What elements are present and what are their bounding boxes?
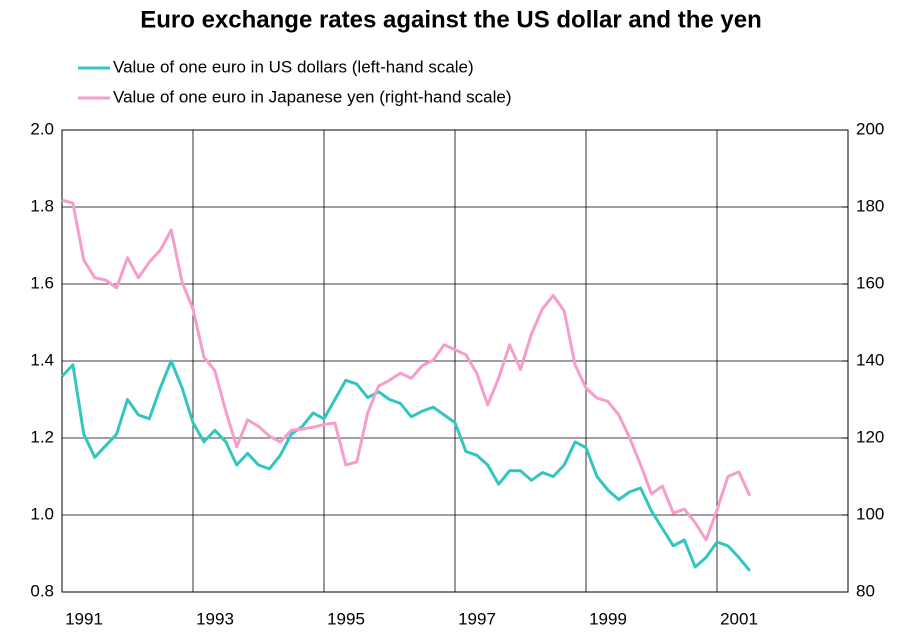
- x-tick-label: 1999: [589, 609, 627, 628]
- y-tick-label: 2.0: [30, 119, 54, 138]
- chart-title: Euro exchange rates against the US dolla…: [140, 6, 762, 33]
- y-tick-label: 1.6: [30, 273, 54, 292]
- series-line: [61, 198, 752, 542]
- x-tick-label: 1993: [196, 609, 234, 628]
- legend-label: Value of one euro in US dollars (left-ha…: [113, 57, 474, 76]
- x-tick-label: 1991: [65, 609, 103, 628]
- x-tick-label: 2001: [720, 609, 758, 628]
- y2-tick-label: 180: [856, 196, 884, 215]
- y2-tick-label: 80: [856, 581, 875, 600]
- y-tick-label: 1.2: [30, 427, 54, 446]
- y2-tick-label: 200: [856, 119, 884, 138]
- x-tick-label: 1995: [327, 609, 365, 628]
- y2-tick-label: 140: [856, 350, 884, 369]
- series-line: [60, 359, 751, 572]
- plot-frame: [61, 129, 849, 593]
- y-tick-label: 1.8: [30, 196, 54, 215]
- y-tick-label: 1.0: [30, 504, 54, 523]
- x-tick-label: 1997: [458, 609, 496, 628]
- y-tick-label: 1.4: [30, 350, 54, 369]
- y2-tick-label: 120: [856, 427, 884, 446]
- y2-tick-label: 160: [856, 273, 884, 292]
- y2-tick-label: 100: [856, 504, 884, 523]
- legend-label: Value of one euro in Japanese yen (right…: [113, 87, 512, 106]
- y-tick-label: 0.8: [30, 581, 54, 600]
